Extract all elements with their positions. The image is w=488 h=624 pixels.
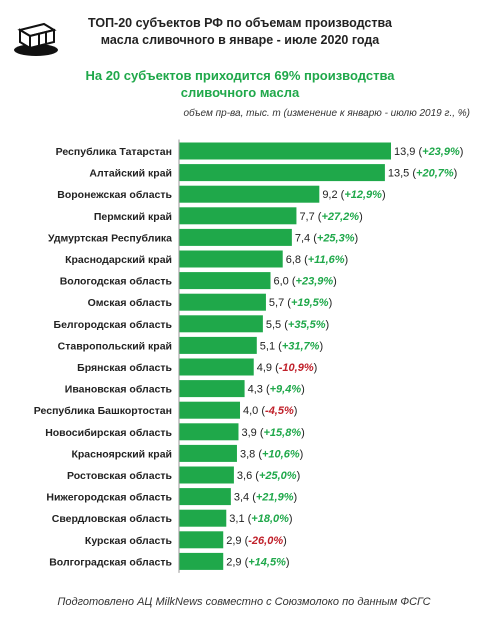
value-label: 5,7 (+19,5%) [269,297,332,309]
chart-title-line1: ТОП-20 субъектов РФ по объемам производс… [88,16,392,30]
category-label: Волгоградская область [49,556,172,568]
value-label: 3,9 (+15,8%) [241,427,304,439]
value-label: 4,9 (-10,9%) [257,362,318,374]
bar [179,293,266,311]
value-label: 3,6 (+25,0%) [237,470,300,482]
bar [179,185,320,203]
category-label: Удмуртская Республика [48,232,172,244]
bar [179,250,283,268]
category-label: Вологодская область [60,276,173,288]
value-label: 5,5 (+35,5%) [266,319,329,331]
bar [179,488,231,506]
value-label: 7,4 (+25,3%) [295,232,358,244]
category-label: Нижегородская область [46,492,172,504]
value-label: 5,1 (+31,7%) [260,340,323,352]
bar [179,272,271,290]
unit-note: объем пр-ва, тыс. т (изменение к январю … [183,108,470,119]
bar [179,228,292,246]
chart-subtitle-line2: сливочного масла [180,85,300,100]
category-label: Ростовская область [67,470,173,482]
bar [179,315,263,333]
value-label: 6,0 (+23,9%) [274,276,337,288]
value-label: 4,0 (-4,5%) [243,405,297,417]
chart-title: ТОП-20 субъектов РФ по объемам производс… [70,15,410,49]
value-label: 3,8 (+10,6%) [240,448,303,460]
bar [179,444,237,462]
value-label: 4,3 (+9,4%) [248,384,305,396]
category-label: Свердловская область [52,513,173,525]
chart-subtitle-line1: На 20 субъектов приходится 69% производс… [85,68,395,83]
value-label: 13,9 (+23,9%) [394,146,463,158]
bar [179,142,391,160]
category-label: Курская область [85,535,173,547]
value-label: 3,1 (+18,0%) [229,513,292,525]
bar-chart: Республика Татарстан 13,9 (+23,9%) Алтайск… [34,139,463,573]
category-label: Республика Башкортостан [34,405,172,417]
value-label: 9,2 (+12,9%) [322,189,385,201]
category-label: Ивановская область [65,384,173,396]
bar [179,207,297,225]
bar [179,531,224,549]
value-label: 7,7 (+27,2%) [299,211,362,223]
category-label: Алтайский край [89,168,172,180]
value-label: 6,8 (+11,6%) [286,254,349,266]
category-label: Ставропольский край [58,340,172,352]
value-label: 2,9 (-26,0%) [226,535,287,547]
bar [179,401,241,419]
value-label: 13,5 (+20,7%) [388,168,457,180]
bar [179,423,239,441]
category-label: Омская область [88,297,173,309]
category-label: Красноярский край [71,448,172,460]
bar [179,164,385,182]
source-note: Подготовлено АЦ MilkNews совместно с Сою… [57,596,431,608]
bar [179,358,254,376]
category-label: Пермский край [94,211,172,223]
bar [179,336,257,354]
bar [179,552,224,570]
category-label: Воронежская область [57,189,172,201]
value-label: 3,4 (+21,9%) [234,492,297,504]
category-label: Краснодарский край [65,254,172,266]
chart-title-line2: масла сливочного в январе - июле 2020 го… [100,33,380,47]
chart-subtitle: На 20 субъектов приходится 69% производс… [40,67,440,101]
category-label: Брянская область [77,362,172,374]
category-label: Белгородская область [54,319,173,331]
bar [179,466,234,484]
butter-block-icon [14,22,58,56]
value-label: 2,9 (+14,5%) [226,556,289,568]
bar [179,509,227,527]
bar [179,380,245,398]
category-label: Республика Татарстан [56,146,172,158]
category-label: Новосибирская область [45,427,172,439]
